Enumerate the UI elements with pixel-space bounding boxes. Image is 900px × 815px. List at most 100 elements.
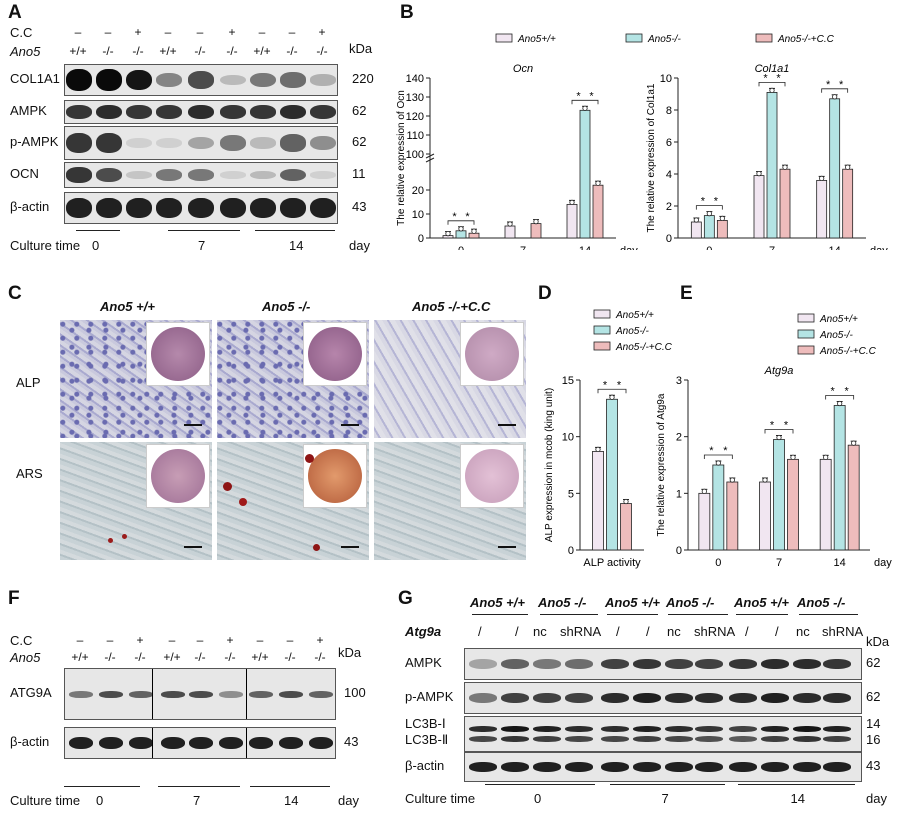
y-tick-label: 0 <box>568 545 574 557</box>
time-group-line-1 <box>168 230 240 231</box>
band <box>565 659 593 669</box>
y-tick-label: 140 <box>406 73 424 85</box>
nc-label-1: nc <box>667 624 681 639</box>
bar-ano5----c-c <box>842 168 854 239</box>
bar-ano5--- <box>698 492 711 551</box>
col-title-wt: Ano5 +/+ <box>100 299 155 314</box>
y-tick-label: 15 <box>562 375 574 387</box>
col-title-ko: Ano5 -/- <box>262 299 311 314</box>
band <box>126 105 152 119</box>
blot-strip-4 <box>64 192 338 224</box>
chart-title: Col1a1 <box>755 63 790 75</box>
band <box>279 690 303 698</box>
band <box>533 693 561 703</box>
scale-bar <box>498 424 516 426</box>
culture-time-label: Culture time <box>10 793 81 808</box>
row-label-ars: ARS <box>16 466 43 481</box>
band <box>665 693 693 703</box>
band <box>469 762 497 772</box>
band <box>823 659 851 669</box>
time-group-line-1 <box>158 786 240 787</box>
lane-geno-8: -/- <box>316 44 328 58</box>
band <box>501 762 529 772</box>
significance-star: * <box>770 420 775 432</box>
ars-image-ko-cc <box>374 442 526 560</box>
band <box>161 737 185 749</box>
data-point <box>609 394 615 400</box>
kda-value-4: 43 <box>866 758 881 773</box>
blot-label-4: β-actin <box>10 199 50 214</box>
legend-entry: Ano5-/- <box>615 326 649 337</box>
band <box>126 170 152 180</box>
significance-bracket <box>764 429 794 434</box>
alp-image-wt <box>60 320 212 438</box>
nc-label-2: nc <box>796 624 810 639</box>
legend-swatch <box>593 341 611 351</box>
lane-geno-4: -/- <box>194 44 206 58</box>
significance-star: * <box>589 90 594 102</box>
lane-cc-0: – <box>74 25 82 39</box>
group-line-4 <box>736 614 788 615</box>
x-tick-label: 0 <box>715 557 721 569</box>
band <box>156 72 182 88</box>
blot-strip-2 <box>64 126 338 160</box>
data-point <box>471 228 477 234</box>
band <box>99 690 123 698</box>
band <box>695 726 723 732</box>
band <box>219 690 243 698</box>
band <box>280 168 306 182</box>
data-point <box>719 215 725 221</box>
time-value-2: 14 <box>289 238 304 253</box>
significance-star: * <box>617 379 622 391</box>
band <box>533 659 561 669</box>
panel-b-label: B <box>400 2 414 23</box>
data-point <box>623 498 629 505</box>
blot-strip-0 <box>64 64 338 96</box>
lane-cc-5: + <box>228 25 236 39</box>
bar-ano5--- <box>592 450 604 551</box>
scale-bar <box>341 546 359 548</box>
kda-value-1: 62 <box>352 103 367 118</box>
significance-bracket <box>703 454 733 459</box>
significance-star: * <box>723 445 728 457</box>
band <box>126 197 152 219</box>
band <box>729 736 757 742</box>
legend-swatch <box>797 329 815 339</box>
group-line-2 <box>607 614 658 615</box>
band <box>249 690 273 698</box>
time-group-line-1 <box>610 784 725 785</box>
band <box>250 72 276 88</box>
band <box>601 726 629 732</box>
y-axis-label: ALP expression in mcob (king unit) <box>544 388 555 542</box>
band <box>279 737 303 749</box>
time-group-line-0 <box>76 230 120 231</box>
lane-geno-0: +/+ <box>71 650 89 664</box>
scale-bar <box>341 424 359 426</box>
axis-break <box>425 153 435 159</box>
bar-ano5----c-c <box>592 184 604 239</box>
band <box>280 104 306 120</box>
panel-c-label: C <box>8 283 22 304</box>
lane-geno-3: +/+ <box>163 650 181 664</box>
atg-slash-3: / <box>646 624 650 639</box>
kda-value-0: 62 <box>866 655 881 670</box>
group-label-4: Ano5 +/+ <box>734 595 789 610</box>
bar-ano5----c-c <box>468 232 480 239</box>
significance-bracket <box>695 205 723 210</box>
band <box>501 726 529 732</box>
time-value-0: 0 <box>534 791 542 806</box>
bar-ano5--- <box>759 481 771 551</box>
data-point <box>458 226 464 232</box>
kda-value-4: 43 <box>352 199 367 214</box>
culture-time-label: Culture time <box>405 791 476 806</box>
significance-star: * <box>826 79 831 91</box>
band <box>665 726 693 732</box>
band <box>309 690 333 698</box>
band <box>823 726 851 732</box>
time-value-0: 0 <box>96 793 104 808</box>
y-tick-label: 6 <box>666 137 672 149</box>
blot-label-0: COL1A1 <box>10 71 60 86</box>
x-tick-label: 14 <box>834 557 846 569</box>
band <box>309 737 333 749</box>
band <box>761 736 789 742</box>
